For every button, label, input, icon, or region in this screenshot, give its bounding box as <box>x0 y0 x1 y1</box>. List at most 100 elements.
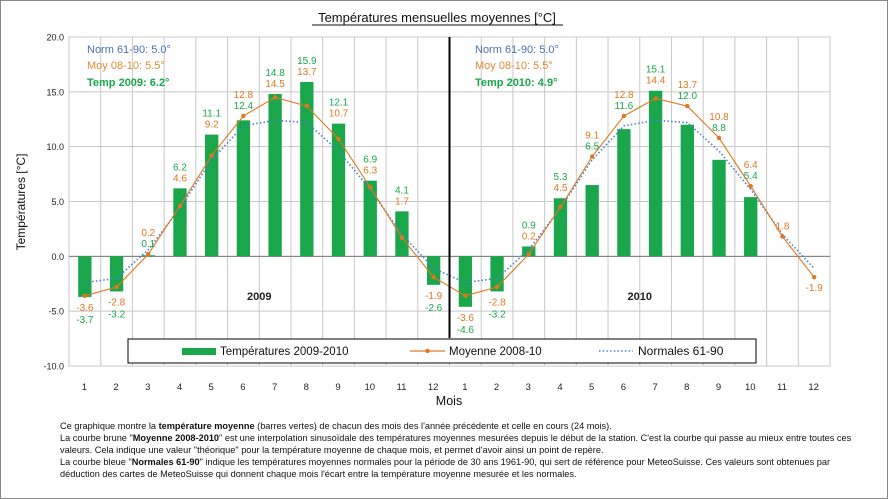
bar-data-label: 8.8 <box>712 123 726 134</box>
moyenne-point <box>146 251 151 257</box>
chart-title: Températures mensuelles moyennes [°C] <box>318 10 556 25</box>
x-tick-label: 3 <box>526 382 531 393</box>
y-tick-label: 0.0 <box>51 252 64 262</box>
x-tick-label: 8 <box>304 382 309 393</box>
moyenne-point <box>558 204 563 210</box>
bar-data-label: -2.6 <box>425 303 443 314</box>
bar <box>426 256 441 285</box>
bar <box>268 94 282 257</box>
x-tick-label: 6 <box>621 382 626 393</box>
moyenne-data-label: 1.8 <box>775 222 789 233</box>
moyenne-point <box>780 234 785 239</box>
moyenne-point <box>368 185 373 190</box>
moyenne-point <box>494 284 500 290</box>
x-tick-label: 2 <box>494 382 499 393</box>
legend-label-normales: Normales 61-90 <box>638 344 724 358</box>
bar <box>395 211 409 257</box>
x-tick-label: 11 <box>777 382 787 393</box>
caption-text: La courbe brune " <box>60 433 133 443</box>
bar <box>680 124 694 257</box>
summary-moy: Moy 08-10: 5.5° <box>475 60 553 72</box>
moyenne-point <box>209 153 214 158</box>
summary-norm: Norm 61-90: 5.0° <box>475 44 559 56</box>
caption-text: La courbe bleue " <box>60 457 132 467</box>
moyenne-data-label: 14.4 <box>646 76 666 87</box>
moyenne-point <box>272 95 278 100</box>
bar <box>585 185 599 257</box>
bar-data-label: 12.1 <box>329 98 349 109</box>
caption-text: Ce graphique montre la <box>60 421 159 431</box>
x-tick-label: 9 <box>335 382 340 393</box>
moyenne-point <box>431 274 436 280</box>
x-tick-label: 7 <box>272 382 277 393</box>
moyenne-point <box>685 103 690 109</box>
caption-text: " indique les températures moyennes norm… <box>60 457 831 479</box>
bar <box>490 256 504 292</box>
bar-data-label: -3.7 <box>76 315 94 326</box>
year-label: 2010 <box>628 291 652 303</box>
moyenne-data-label: 0.2 <box>522 231 536 242</box>
bar-data-label: 5.3 <box>554 172 568 183</box>
bar-data-label: -4.6 <box>457 325 475 336</box>
moyenne-data-label: -2.8 <box>108 297 126 308</box>
moyenne-data-label: -2.8 <box>488 297 506 308</box>
legend-label-moyenne: Moyenne 2008-10 <box>449 346 542 358</box>
moyenne-data-label: 12.8 <box>614 90 634 101</box>
moyenne-data-label: -3.6 <box>76 303 94 314</box>
bar <box>205 134 219 257</box>
bar-data-label: 4.1 <box>395 185 409 196</box>
bar <box>617 129 631 257</box>
caption-emphasis: Normales 61-90 <box>131 457 200 467</box>
bar <box>331 123 346 257</box>
moyenne-data-label: 9.2 <box>205 120 219 131</box>
temperature-chart: 20.015.010.05.00.0-5.0-10.0-3.6-3.7-2.8-… <box>14 10 831 408</box>
caption-emphasis: Moyenne 2008-2010 <box>132 433 220 443</box>
x-tick-label: 5 <box>209 382 214 393</box>
x-tick-label: 11 <box>397 382 407 393</box>
y-axis-title: Températures [°C] <box>14 154 28 251</box>
bar <box>458 256 473 307</box>
legend-label-bars: Températures 2009-2010 <box>220 346 349 358</box>
moyenne-data-label: 0.2 <box>141 228 155 239</box>
moyenne-point <box>463 293 468 299</box>
moyenne-point <box>748 183 753 189</box>
x-tick-label: 4 <box>177 382 182 393</box>
bar <box>78 256 92 297</box>
caption-paragraph: La courbe bleue "Normales 61-90" indique… <box>60 456 860 480</box>
moyenne-data-label: 4.5 <box>554 183 568 194</box>
moyenne-point <box>304 103 310 109</box>
moyenne-point <box>716 135 722 141</box>
caption-emphasis: température moyenne <box>158 421 255 431</box>
moyenne-point <box>114 284 119 290</box>
moyenne-data-label: 1.7 <box>395 196 409 207</box>
x-tick-label: 5 <box>589 382 594 393</box>
bar-data-label: 6.9 <box>363 155 377 166</box>
bar <box>648 90 663 257</box>
caption-paragraph: La courbe brune "Moyenne 2008-2010" est … <box>60 432 860 456</box>
bar <box>236 120 251 257</box>
moyenne-data-label: -1.9 <box>425 291 443 302</box>
bar-data-label: -3.2 <box>108 309 126 320</box>
x-tick-label: 2 <box>113 382 118 393</box>
y-tick-label: -5.0 <box>48 307 64 317</box>
bar-data-label: 6.5 <box>585 142 599 153</box>
bar-data-label: 14.8 <box>265 68 285 79</box>
y-tick-label: 10.0 <box>46 142 64 152</box>
moyenne-point <box>589 154 595 159</box>
y-tick-label: -10.0 <box>43 362 64 372</box>
x-tick-label: 4 <box>557 382 562 393</box>
moyenne-point <box>82 293 88 299</box>
summary-temp: Temp 2010: 4.9° <box>475 77 557 89</box>
moyenne-point <box>336 136 341 142</box>
x-tick-label: 8 <box>684 382 689 393</box>
x-tick-label: 1 <box>462 382 467 393</box>
x-tick-label: 9 <box>716 382 721 393</box>
moyenne-data-label: -3.6 <box>457 313 475 324</box>
moyenne-point <box>241 113 246 119</box>
caption-text: " est une interpolation sinusoïdale des … <box>60 433 852 455</box>
moyenne-point <box>621 113 627 119</box>
bar-data-label: 12.0 <box>678 91 698 102</box>
x-tick-label: 12 <box>428 382 439 393</box>
x-tick-label: 1 <box>82 382 87 393</box>
